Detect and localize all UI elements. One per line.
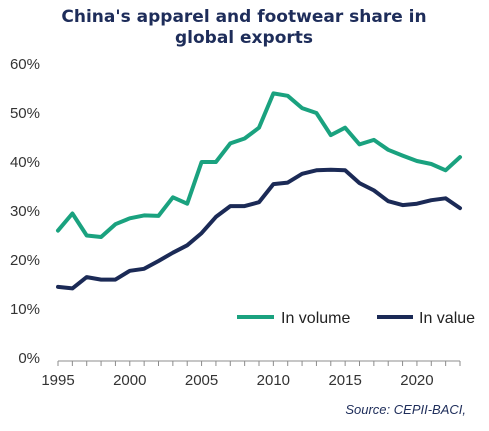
legend-label: In value [419, 310, 475, 327]
y-tick-label: 60% [10, 56, 40, 73]
source-note: Source: CEPII-BACI, [345, 402, 466, 417]
y-tick-label: 10% [10, 301, 40, 318]
y-axis: 0% 10% 20% 30% 40% 50% 60% [10, 56, 40, 367]
chart-title-line-1: China's apparel and footwear share in [61, 7, 426, 27]
x-tick-label: 1995 [41, 372, 74, 389]
chart-title: China's apparel and footwear share in gl… [61, 7, 426, 48]
legend: In volume In value [237, 310, 475, 327]
y-tick-label: 30% [10, 203, 40, 220]
y-tick-label: 50% [10, 105, 40, 122]
series-line-in-value [56, 167, 462, 291]
y-tick-label: 0% [18, 350, 40, 367]
x-tick-label: 2020 [400, 372, 433, 389]
y-tick-label: 20% [10, 252, 40, 269]
x-tick-label: 2010 [257, 372, 290, 389]
legend-label: In volume [281, 310, 350, 327]
chart-title-line-2: global exports [175, 28, 313, 48]
y-tick-label: 40% [10, 154, 40, 171]
x-tick-label: 2015 [328, 372, 361, 389]
x-tick-label: 2000 [113, 372, 146, 389]
x-tick-label: 2005 [185, 372, 218, 389]
x-axis: 1995 2000 2005 2010 2015 2020 [41, 360, 461, 389]
series-group [56, 91, 462, 291]
series-line-in-volume [56, 91, 462, 239]
